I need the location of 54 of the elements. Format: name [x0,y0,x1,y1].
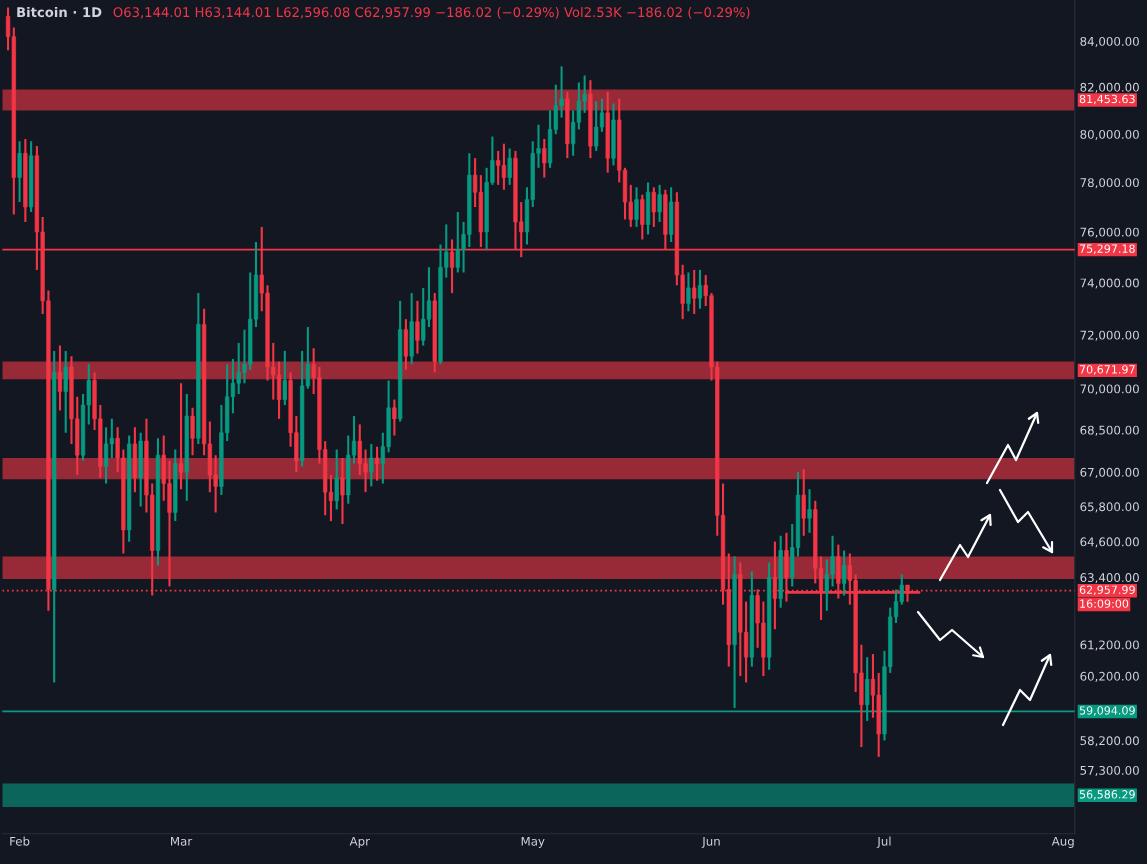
band-label: 70,671.97 [1079,365,1135,375]
y-tick-label: 78,000.00 [1080,178,1139,189]
x-tick-label: May [521,836,545,848]
candlestick [340,456,345,526]
chart-subtitle: O63,144.01 H63,144.01 L62,596.08 C62,957.99 −186.02 (−0.29%) Vol2.53K −186.02 (−0.29%) [113,6,750,19]
candlestick [178,382,184,491]
x-tick-label: Mar [171,836,193,846]
candlestick [282,349,287,407]
x-tick-label: Jul [876,836,891,848]
text: 16:09:00 [1080,599,1129,608]
y-tick-label: 76,000.00 [1080,227,1139,238]
y-tick-label: 65,800.00 [1080,502,1139,513]
y-tick-label: 64,600.00 [1080,537,1139,548]
band-label: 56,586.29 [1079,790,1135,800]
candlestick [190,406,195,457]
candlestick [542,137,547,179]
y-tick-label: 82,000.00 [1080,82,1139,93]
y-tick-label: 60,200.00 [1080,671,1139,682]
y-tick-label: 61,200.00 [1080,640,1139,651]
y-tick-label: 70,000.00 [1080,384,1139,395]
x-tick-label: Apr [349,836,370,848]
candlestick [634,186,639,228]
candlestick [374,445,380,482]
x-tick-label: Aug [1051,836,1074,848]
band-label: 81,453.63 [1079,94,1135,105]
candlestick [686,271,691,313]
candlestick [657,183,662,223]
candlestick [841,549,847,597]
y-tick-label: 72,000.00 [1080,330,1139,341]
y-tick-label: 74,000.00 [1080,278,1139,289]
ref-line-label: 62,957.99 [1079,585,1135,596]
candlestick [801,468,806,537]
y-tick-label: 63,400.00 [1080,573,1139,584]
candlestick [507,147,512,186]
x-tick-label: Jun [701,836,720,848]
ref-line-label: 75,297.18 [1079,244,1135,254]
y-tick-label: 68,500.00 [1080,425,1139,436]
x-tick-label: Feb [10,836,30,846]
y-tick-label: 80,000.00 [1080,129,1139,141]
candlestick [697,268,703,310]
candlestick [807,488,812,534]
candlestick [392,398,397,437]
y-tick-label: 67,000.00 [1080,467,1139,478]
candlestick [334,448,339,511]
chart-title: Bitcoin · 1D [17,6,102,18]
y-tick-label: 58,200.00 [1080,736,1139,747]
candlestick [651,186,656,228]
candlestick [415,299,420,355]
y-tick-label: 57,300.00 [1080,765,1139,777]
candlestick [369,442,374,488]
candlestick [692,268,697,315]
candlestick [57,344,63,412]
ref-line-label: 59,094.09 [1079,706,1135,716]
y-tick-label: 84,000.00 [1080,36,1139,48]
